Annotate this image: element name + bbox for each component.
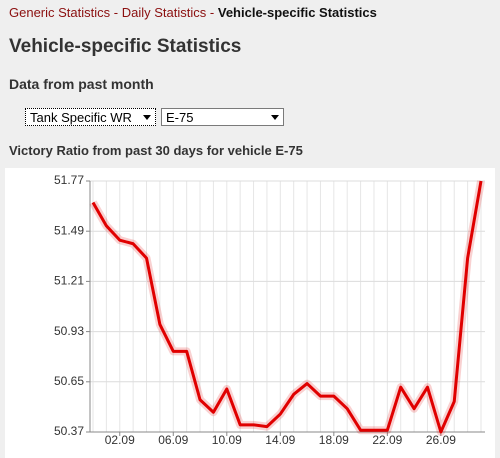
x-tick-label: 10.09 xyxy=(212,433,242,447)
x-tick-label: 02.09 xyxy=(105,433,135,447)
x-tick-label: 26.09 xyxy=(426,433,456,447)
x-tick-label: 18.09 xyxy=(319,433,349,447)
y-tick-label: 51.21 xyxy=(54,274,84,288)
y-tick-label: 51.77 xyxy=(54,173,84,187)
select[interactable]: E-75 xyxy=(161,108,284,126)
x-tick-label: 14.09 xyxy=(265,433,295,447)
chart: 50.37 50.65 50.93 51.21 51.49 51.77 02.09 06.09… xyxy=(5,168,495,458)
breadcrumb-current: Vehicle-specific Statistics xyxy=(217,5,377,20)
line xyxy=(91,180,483,434)
heading: Vehicle-specific Statistics xyxy=(9,36,242,57)
y-tick-label: 50.65 xyxy=(54,374,84,388)
y-tick-label: 50.37 xyxy=(54,424,84,438)
breadcrumb-link[interactable]: Generic Statistics xyxy=(9,5,111,20)
subheading: Data from past month xyxy=(9,76,154,92)
separator: - xyxy=(113,5,119,20)
chart-background xyxy=(5,168,495,458)
breadcrumb-link[interactable]: Daily Statistics xyxy=(121,5,207,20)
select[interactable]: Tank Specific WR xyxy=(25,108,156,126)
y-tick-label: 51.49 xyxy=(54,223,84,237)
separator: - xyxy=(209,5,215,20)
y-tick-label: 50.93 xyxy=(54,324,84,338)
chart-title: Victory Ratio from past 30 days for vehi… xyxy=(9,143,303,158)
breadcrumb: Generic Statistics - Daily Statistics - … xyxy=(9,5,377,20)
x-tick-label: 22.09 xyxy=(372,433,402,447)
x-tick-label: 06.09 xyxy=(158,433,188,447)
